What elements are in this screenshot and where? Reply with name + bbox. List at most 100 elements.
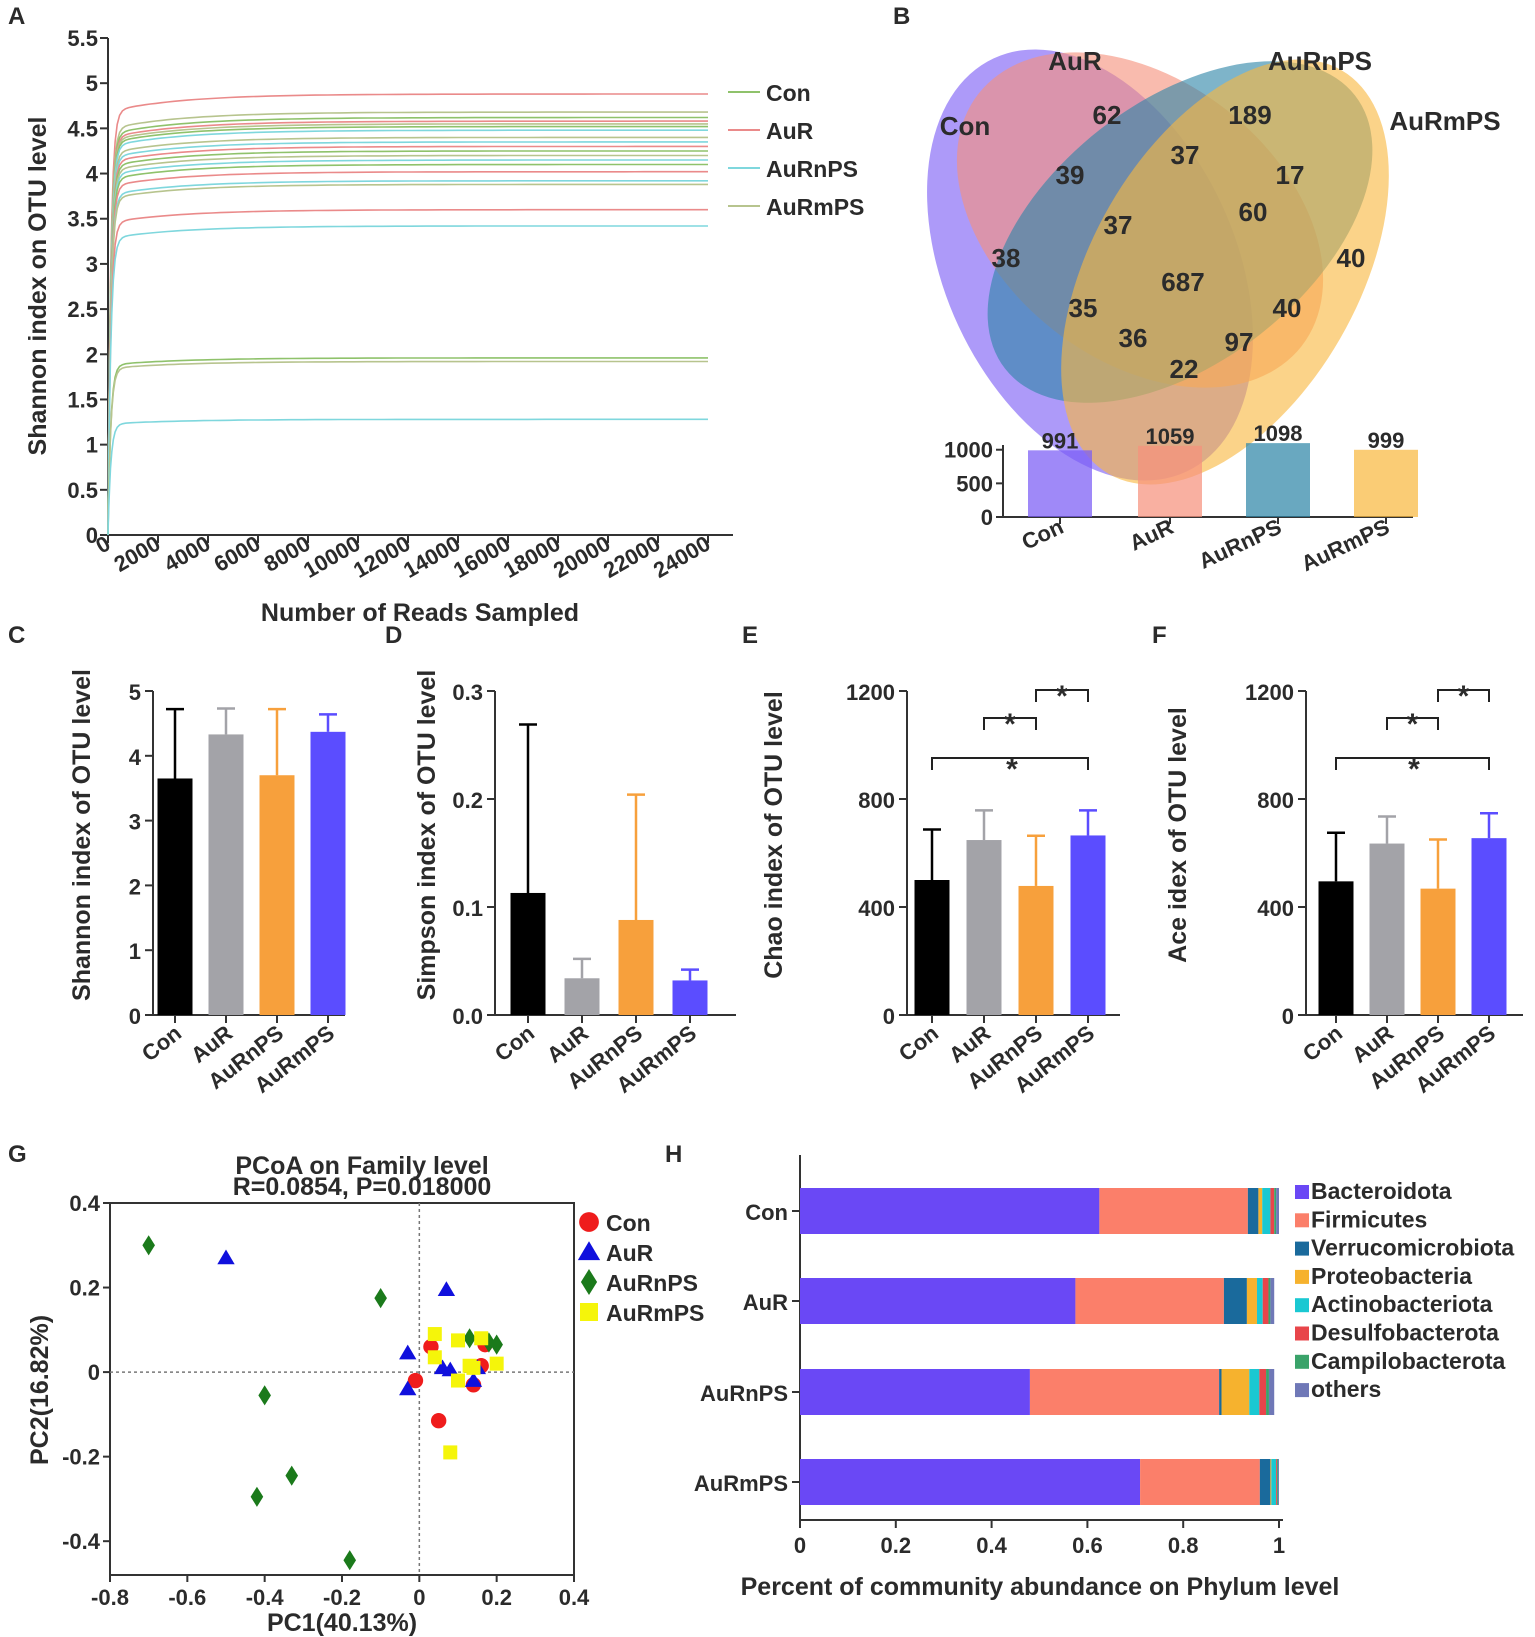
bar-y-tick-label: 500 [956, 471, 993, 496]
scatter-point-aurmps [427, 1327, 442, 1342]
venn-set-label-con: Con [940, 111, 991, 141]
stacked-segment-firmicutes [1075, 1278, 1224, 1324]
y-axis-title: Shannon index on OTU level [24, 117, 52, 456]
significance-bracket [931, 757, 1089, 770]
y-tick-label: 1200 [1245, 680, 1294, 705]
y-tick-label: 5.5 [67, 26, 98, 51]
stacked-segment-bacteroidota [800, 1459, 1141, 1505]
significance-bracket [983, 717, 1037, 730]
venn-region-count: 60 [1239, 197, 1268, 227]
venn-region-count: 97 [1225, 327, 1254, 357]
y-tick-label: 0.0 [452, 1004, 483, 1029]
rarefaction-curve-aurmps [107, 111, 708, 536]
x-tick-label: 0 [413, 1585, 425, 1610]
rarefaction-curve-aurmps [107, 154, 708, 536]
x-tick-label: -0.4 [246, 1585, 285, 1610]
scatter-point-aur [441, 1361, 459, 1377]
y-category-label: AuR [743, 1290, 788, 1315]
venn-region-count: 40 [1273, 293, 1302, 323]
significance-star: * [1004, 708, 1016, 741]
chart-subtitle: R=0.0854, P=0.018000 [233, 1173, 492, 1201]
significance-star: * [1408, 753, 1420, 786]
bar-aur [1369, 843, 1405, 1015]
scatter-point-aurnps [343, 1550, 357, 1571]
stacked-segment-actinobacteriota [1262, 1188, 1271, 1234]
y-tick-label: 0 [1282, 1004, 1294, 1029]
scatter-point-aur [464, 1372, 483, 1387]
significance-star: * [1458, 680, 1470, 713]
scatter-point-aur [399, 1380, 417, 1396]
legend-label-aurmps: AuRmPS [766, 194, 864, 220]
y-tick-label: 0 [883, 1004, 895, 1029]
venn-set-label-aurnps: AuRnPS [1268, 46, 1372, 76]
rarefaction-curve-aurnps [107, 418, 708, 536]
scatter-point-con [430, 1413, 447, 1429]
y-tick-label: 1 [86, 433, 98, 458]
rarefaction-curve-con [107, 163, 708, 536]
x-tick-label: 1 [1273, 1533, 1285, 1558]
venn-region-count: 62 [1093, 100, 1122, 130]
stacked-segment-firmicutes [1099, 1188, 1248, 1234]
stacked-segment-proteobacteria [1270, 1459, 1272, 1505]
rarefaction-curve-aurmps [107, 360, 708, 536]
stacked-segment-desulfobacterota [1276, 1459, 1278, 1505]
scatter-point-aurmps [474, 1331, 489, 1346]
legend-label-aurnps: AuRnPS [766, 156, 858, 182]
stacked-segment-verrucomicrobiota [1259, 1459, 1271, 1505]
stacked-segment-actinobacteriota [1249, 1369, 1260, 1415]
significance-bracket [1437, 689, 1490, 702]
legend-marker-con [579, 1212, 599, 1232]
y-tick-label: 0.4 [69, 1191, 100, 1216]
bar-con [510, 892, 546, 1015]
rarefaction-curve-aurmps [107, 136, 708, 536]
bar-aurmps [672, 980, 708, 1015]
venn-region-count: 37 [1104, 210, 1133, 240]
legend-swatch-actinobacteriota [1295, 1298, 1309, 1313]
total-otu-value-label: 1059 [1146, 424, 1195, 449]
stacked-segment-bacteroidota [800, 1278, 1076, 1324]
significance-bracket [1335, 757, 1490, 770]
bar-aurnps [618, 919, 654, 1015]
significance-star: * [1006, 753, 1018, 786]
legend-label-con: Con [606, 1210, 651, 1236]
legend-label-aur: AuR [766, 118, 814, 144]
significance-bracket [1035, 689, 1089, 702]
stacked-segment-others [1270, 1278, 1275, 1324]
bar-aur [564, 978, 600, 1015]
venn-region-count: 36 [1119, 323, 1148, 353]
stacked-segment-proteobacteria [1221, 1369, 1250, 1415]
legend-swatch-proteobacteria [1295, 1269, 1309, 1284]
scatter-point-aur [437, 1281, 456, 1296]
x-axis-title: Number of Reads Sampled [261, 599, 579, 627]
y-tick-label: 3.5 [67, 207, 98, 232]
venn-region-count: 37 [1171, 140, 1200, 170]
bar-y-tick-label: 0 [981, 505, 993, 530]
stacked-segment-others [1278, 1459, 1279, 1505]
scatter-point-aur [399, 1344, 417, 1360]
x-tick-label: 0.2 [881, 1533, 912, 1558]
y-tick-label: 0 [86, 523, 98, 548]
x-tick-label: -0.8 [91, 1585, 129, 1610]
scatter-point-aurmps [489, 1356, 504, 1371]
y-tick-label: 0 [129, 1004, 141, 1029]
x-tick-label: 0.2 [481, 1585, 512, 1610]
stacked-segment-proteobacteria [1246, 1278, 1257, 1324]
venn-region-count: 38 [992, 243, 1021, 273]
y-tick-label: 4.5 [67, 116, 98, 141]
rarefaction-curve-aurmps [107, 123, 708, 536]
x-axis-title: PC1(40.13%) [267, 1609, 417, 1637]
y-axis-title: Ace idex of OTU level [1164, 707, 1192, 963]
y-tick-label: 1 [129, 939, 141, 964]
y-axis-title: Chao index of OTU level [760, 691, 788, 979]
legend-label-aur: AuR [606, 1240, 654, 1266]
y-tick-label: -0.2 [62, 1445, 100, 1470]
total-otu-value-label: 991 [1042, 428, 1079, 453]
panel-label-e: E [742, 622, 758, 649]
y-category-label: AuRmPS [694, 1471, 788, 1496]
venn-set-aurmps [1061, 59, 1389, 485]
stacked-segment-campilobacterota [1266, 1369, 1269, 1415]
panel-h-phylum-stacked-bars: H 0 0.2 0.4 0.6 0.8 1 Con AuR AuRnPS AuRmPS Bactero… [665, 1141, 1514, 1601]
significance-star: * [1407, 708, 1419, 741]
